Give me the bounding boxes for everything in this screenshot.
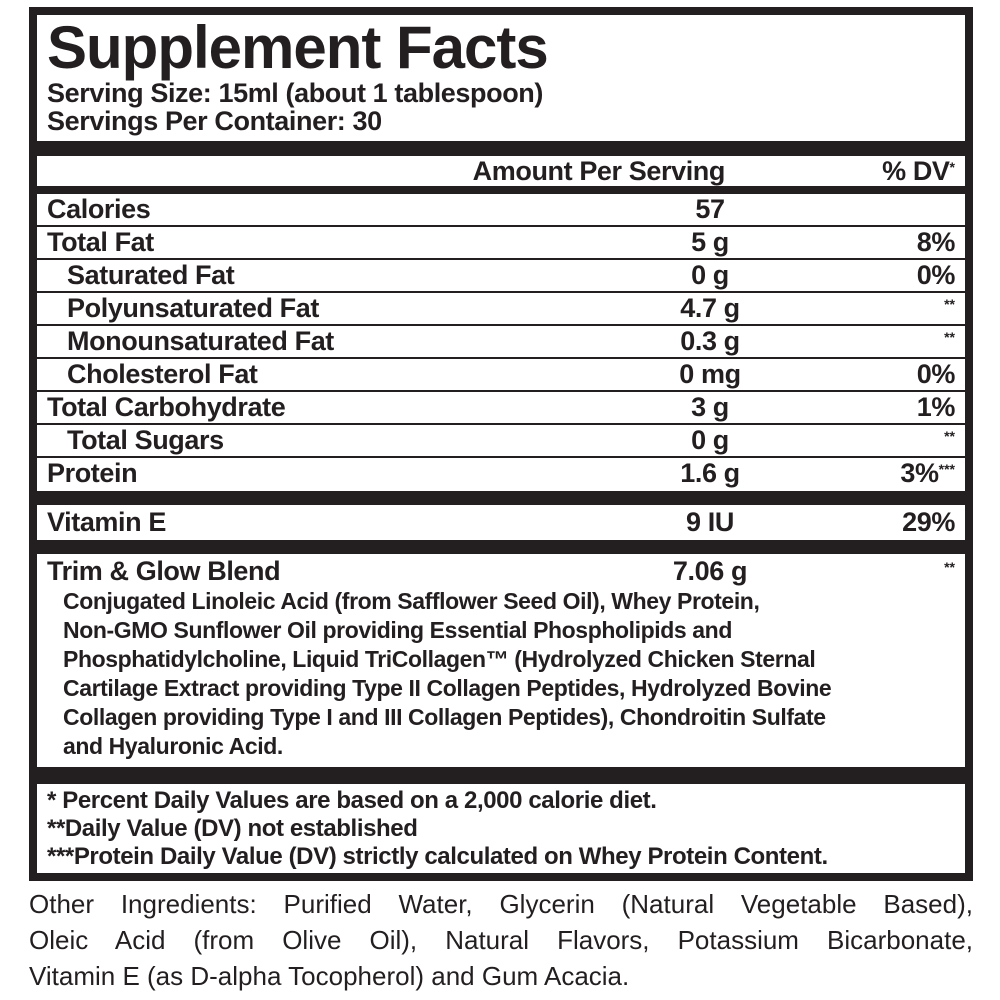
amount-per-serving-header: Amount Per Serving xyxy=(472,156,726,186)
blend-description: Conjugated Linoleic Acid (from Safflower… xyxy=(47,587,955,761)
amount-value: 7.06 g xyxy=(672,556,748,586)
thick-divider-above-vitamin-e xyxy=(37,491,965,505)
percent-dv-header-asterisk: * xyxy=(949,159,955,175)
dv-value: 8% xyxy=(916,227,956,257)
amount-value: 9 IU xyxy=(686,507,734,537)
label-title: Supplement Facts xyxy=(47,14,549,81)
other-ingredients-line: Oleic Acid (from Olive Oil), Natural Fla… xyxy=(29,925,973,955)
amount-value: 0 g xyxy=(691,425,729,455)
footnote-protein-dv: ***Protein Daily Value (DV) strictly cal… xyxy=(47,843,828,870)
amount-value: 4.7 g xyxy=(680,293,740,323)
percent-dv-header: % DV* xyxy=(725,156,955,187)
nutrient-name: Monounsaturated Fat xyxy=(67,326,334,356)
dv-cell: ** xyxy=(835,425,955,456)
dv-cell: 1% xyxy=(835,392,956,423)
dv-value: 1% xyxy=(916,392,956,422)
nutrient-name: Vitamin E xyxy=(47,507,166,537)
dv-superscript: *** xyxy=(938,461,955,477)
dv-superscript: ** xyxy=(944,296,955,312)
column-header-row: Amount Per Serving % DV* xyxy=(47,156,955,186)
dv-value: 3% xyxy=(900,458,939,488)
dv-superscript: ** xyxy=(944,428,955,444)
row-monounsaturated-fat: Monounsaturated Fat 0.3 g ** xyxy=(37,324,965,357)
thick-divider-above-blend xyxy=(37,540,965,554)
nutrient-name: Saturated Fat xyxy=(67,260,235,290)
nutrient-name: Total Fat xyxy=(47,227,154,257)
blend-description-line: Collagen providing Type I and III Collag… xyxy=(63,704,826,730)
dv-value: 29% xyxy=(902,507,955,537)
dv-cell: 0% xyxy=(835,359,956,390)
blend-description-line: and Hyaluronic Acid. xyxy=(63,733,283,759)
amount-value: 0.3 g xyxy=(680,326,740,356)
dv-cell: 8% xyxy=(835,227,956,258)
dv-cell: ** xyxy=(835,556,955,587)
footnotes: * Percent Daily Values are based on a 2,… xyxy=(47,787,955,871)
amount-value: 5 g xyxy=(691,227,729,257)
percent-dv-header-text: % DV xyxy=(882,156,950,186)
thick-divider-above-footnotes xyxy=(37,767,965,784)
dv-cell: 3%*** xyxy=(835,458,955,489)
nutrient-rows: Calories 57 Total Fat 5 g 8% Saturated F… xyxy=(37,194,965,489)
footnote-daily-values: * Percent Daily Values are based on a 2,… xyxy=(47,787,657,814)
thick-divider-top xyxy=(37,141,965,156)
row-protein: Protein 1.6 g 3%*** xyxy=(37,456,965,489)
medium-divider-under-header xyxy=(37,186,965,194)
blend-name: Trim & Glow Blend xyxy=(47,556,281,586)
nutrient-name: Total Sugars xyxy=(67,425,224,455)
row-total-sugars: Total Sugars 0 g ** xyxy=(37,423,965,456)
amount-value: 0 g xyxy=(691,260,729,290)
dv-cell: ** xyxy=(835,293,955,324)
supplement-facts-panel: Supplement Facts Serving Size: 15ml (abo… xyxy=(29,7,973,881)
amount-value: 3 g xyxy=(691,392,729,422)
amount-value: 57 xyxy=(695,194,725,224)
row-total-carbohydrate: Total Carbohydrate 3 g 1% xyxy=(37,390,965,423)
row-cholesterol-fat: Cholesterol Fat 0 mg 0% xyxy=(37,357,965,390)
nutrient-name: Cholesterol Fat xyxy=(67,359,258,389)
serving-size: Serving Size: 15ml (about 1 tablespoon) xyxy=(47,78,543,108)
blend-description-line: Cartilage Extract providing Type II Coll… xyxy=(63,675,832,701)
other-ingredients-line: Other Ingredients: Purified Water, Glyce… xyxy=(29,889,973,919)
nutrient-name: Protein xyxy=(47,458,138,488)
nutrient-name: Polyunsaturated Fat xyxy=(67,293,319,323)
nutrient-name: Calories xyxy=(47,194,151,224)
row-total-fat: Total Fat 5 g 8% xyxy=(37,225,965,258)
servings-per-container: Servings Per Container: 30 xyxy=(47,106,382,136)
other-ingredients-line: Vitamin E (as D-alpha Tocopherol) and Gu… xyxy=(29,961,630,991)
dv-value: 0% xyxy=(916,359,956,389)
row-polyunsaturated-fat: Polyunsaturated Fat 4.7 g ** xyxy=(37,291,965,324)
dv-cell: ** xyxy=(835,326,955,357)
blend-description-line: Non-GMO Sunflower Oil providing Essentia… xyxy=(63,617,732,643)
blend-description-line: Phosphatidylcholine, Liquid TriCollagen™… xyxy=(63,646,816,672)
row-trim-glow-blend: Trim & Glow Blend 7.06 g ** xyxy=(37,556,965,587)
amount-value: 0 mg xyxy=(679,359,741,389)
amount-value: 1.6 g xyxy=(680,458,740,488)
dv-superscript: ** xyxy=(944,559,955,575)
dv-value: 0% xyxy=(916,260,956,290)
row-calories: Calories 57 xyxy=(37,194,965,225)
dv-cell: 0% xyxy=(835,260,956,291)
other-ingredients: Other Ingredients: Purified Water, Glyce… xyxy=(29,886,973,994)
blend-description-line: Conjugated Linoleic Acid (from Safflower… xyxy=(63,588,760,614)
row-vitamin-e: Vitamin E 9 IU 29% xyxy=(37,507,965,538)
row-saturated-fat: Saturated Fat 0 g 0% xyxy=(37,258,965,291)
footnote-dv-not-established: **Daily Value (DV) not established xyxy=(47,815,418,842)
dv-cell: 29% xyxy=(835,507,955,538)
dv-superscript: ** xyxy=(944,329,955,345)
nutrient-name: Total Carbohydrate xyxy=(47,392,286,422)
